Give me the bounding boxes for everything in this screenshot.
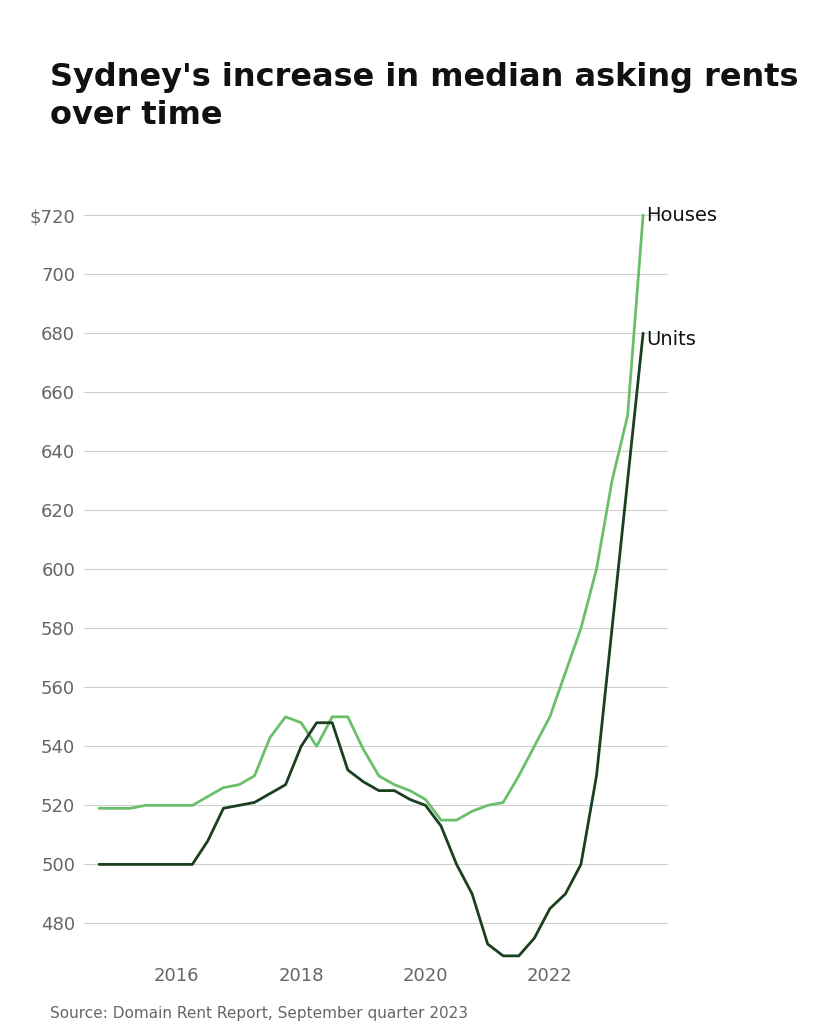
Text: Source: Domain Rent Report, September quarter 2023: Source: Domain Rent Report, September qu…: [50, 1005, 468, 1021]
Text: Units: Units: [646, 330, 696, 348]
Text: Sydney's increase in median asking rents
over time: Sydney's increase in median asking rents…: [50, 62, 798, 131]
Text: Houses: Houses: [646, 205, 717, 225]
